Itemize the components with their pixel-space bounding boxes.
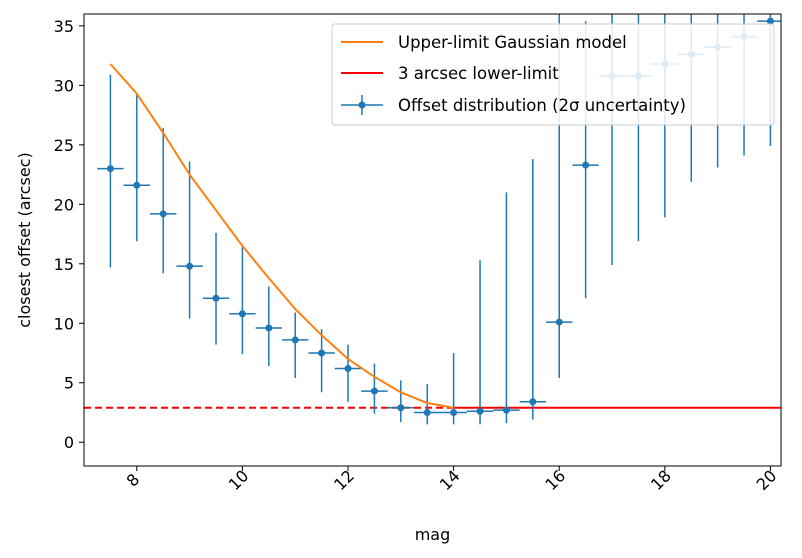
legend-label-offset-distribution: Offset distribution (2σ uncertainty) (398, 96, 686, 115)
data-point (344, 364, 352, 372)
data-point (476, 407, 484, 415)
y-tick-label: 30 (54, 76, 74, 95)
errorbar-point (176, 161, 203, 319)
errorbar-point (308, 329, 335, 393)
data-point (159, 210, 167, 218)
data-point (555, 318, 563, 326)
errorbar-point (334, 344, 362, 402)
y-axis-label: closest offset (arcsec) (15, 152, 34, 328)
legend-box (331, 23, 775, 126)
data-point (582, 161, 590, 169)
data-point (291, 336, 299, 344)
data-point (186, 262, 194, 270)
data-point (133, 181, 141, 189)
x-axis-label: mag (415, 525, 451, 544)
plot-frame (83, 13, 782, 467)
errorbar-point (229, 247, 256, 355)
errorbar-point (361, 363, 388, 414)
errorbar-point (123, 94, 151, 242)
y-tick-label: 5 (64, 374, 74, 393)
errorbar-point (202, 232, 230, 345)
data-point (397, 404, 405, 412)
data-point (502, 406, 510, 414)
legend-label-upper-limit-model: Upper-limit Gaussian model (398, 33, 627, 52)
errorbar-point (519, 159, 547, 420)
y-tick-label: 10 (54, 314, 74, 333)
y-tick-label: 15 (54, 255, 74, 274)
errorbar-point (466, 260, 494, 425)
data-point (212, 294, 220, 302)
errorbar-point (255, 286, 283, 367)
data-point (265, 324, 273, 332)
data-point (106, 165, 114, 173)
data-point (238, 310, 246, 318)
y-tick-label: 20 (54, 195, 74, 214)
errorbar-point (387, 380, 415, 422)
data-point (423, 408, 431, 416)
errorbar-point (97, 74, 124, 268)
upper-limit-model-line (109, 63, 454, 409)
data-point (318, 349, 326, 357)
errorbar-point (414, 383, 441, 425)
y-tick-label: 25 (54, 136, 74, 155)
y-tick-label: 0 (64, 433, 74, 452)
errorbar-point (150, 128, 177, 274)
data-point (450, 408, 458, 416)
errorbar-point (493, 192, 520, 424)
legend-label-lower-limit: 3 arcsec lower-limit (398, 64, 559, 83)
errorbar-point (440, 353, 467, 425)
y-tick-label: 35 (54, 17, 74, 36)
errorbar-point (282, 312, 309, 378)
legend-swatch-offset-distribution (341, 95, 383, 115)
legend: Upper-limit Gaussian model 3 arcsec lowe… (331, 23, 775, 126)
data-point (370, 387, 378, 395)
data-point (766, 17, 774, 25)
data-point (529, 398, 537, 406)
